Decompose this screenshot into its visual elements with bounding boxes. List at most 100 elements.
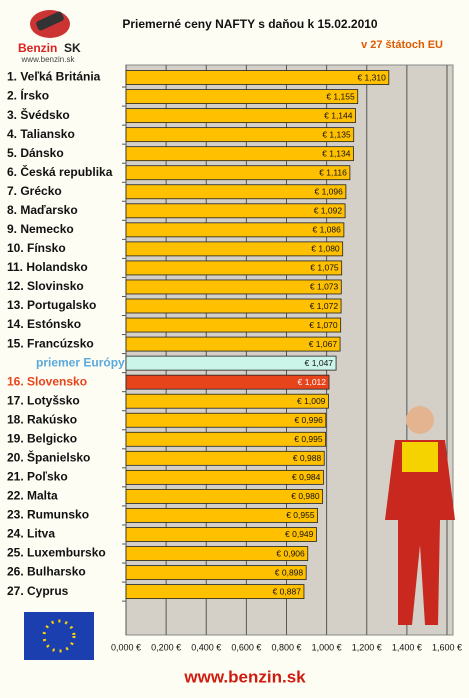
bar [125,431,327,447]
bar [125,108,356,123]
value-label: € 0,996 [294,415,323,425]
bar [125,241,344,257]
category-label: 16. Slovensko [7,374,87,388]
x-tick-label: 0,600 € [231,642,261,652]
value-label: € 1,096 [315,187,344,197]
category-label: 17. Lotyšsko [7,393,80,407]
mascot [385,406,455,625]
logo-mark [36,11,64,31]
category-label: 6. Česká republika [7,164,113,179]
value-label: € 1,134 [322,148,351,158]
value-label: € 1,070 [309,320,338,330]
mascot-shirt [402,442,438,472]
value-label: € 1,092 [314,206,343,216]
category-label: 24. Litva [7,527,55,541]
chart-subtitle: v 27 štátoch EU [361,39,443,51]
value-label: € 1,144 [324,110,353,120]
value-label: € 1,073 [310,282,339,292]
mascot-head [406,406,434,434]
logo: Benzin SK www.benzin.sk [18,10,81,64]
category-label: 12. Slovinsko [7,279,84,293]
x-tick-label: 1,600 € [432,642,462,652]
logo-brand: Benzin [18,41,57,55]
category-label: 9. Nemecko [7,222,74,236]
bar [125,584,305,599]
flag [24,612,94,660]
x-tick-label: 1,200 € [352,642,382,652]
value-label: € 0,995 [294,434,323,444]
bar [125,508,318,523]
value-label: € 1,072 [310,301,339,311]
value-label: € 1,086 [313,225,342,235]
bar [125,222,345,238]
bar [125,127,355,143]
bar [125,279,342,295]
bar [125,488,324,504]
bar [125,527,317,542]
bar [125,317,342,333]
category-label: 27. Cyprus [7,584,69,598]
logo-country: SK [64,41,81,55]
bar [125,165,351,181]
value-label: € 0,949 [285,529,314,539]
value-label: € 0,887 [273,586,302,596]
chart-title: Priemerné ceny NAFTY s daňou k 15.02.201… [122,17,378,31]
value-label: € 0,980 [291,491,320,501]
mascot-body [385,440,455,625]
category-label: 20. Španielsko [7,449,90,464]
bar [125,146,354,162]
category-label: 13. Portugalsko [7,298,96,312]
category-label: 2. Írsko [7,88,49,103]
value-label: € 1,080 [311,244,340,254]
bar [125,393,329,409]
footer-url: www.benzin.sk [183,667,306,686]
x-tick-label: 0,400 € [191,642,221,652]
bar [125,184,347,200]
value-label: € 0,984 [292,472,321,482]
bar [125,298,342,314]
bar [125,260,343,276]
bar [125,546,309,561]
x-tick-label: 0,800 € [271,642,301,652]
category-label: 18. Rakúsko [7,412,77,426]
bar [125,203,346,219]
category-label: 8. Maďarsko [7,203,78,217]
category-label: 3. Švédsko [7,107,70,122]
value-label: € 0,988 [293,453,322,463]
category-label: 21. Poľsko [7,470,68,484]
bar [125,355,337,371]
bar [125,412,327,428]
value-label: € 1,009 [297,396,326,406]
x-tick-label: 0,000 € [111,642,141,652]
bar [125,89,359,104]
logo-url: www.benzin.sk [21,55,76,64]
value-label: € 1,135 [322,129,351,139]
value-label: € 1,047 [305,358,334,368]
value-label: € 1,075 [310,263,339,273]
x-tick-label: 1,400 € [392,642,422,652]
bar [125,450,325,466]
value-label: € 0,906 [276,548,305,558]
category-label: 5. Dánsko [7,146,64,160]
value-label: € 0,955 [286,510,315,520]
category-label: priemer Európy [36,355,125,369]
value-label: € 0,898 [275,567,304,577]
category-label: 4. Taliansko [7,127,75,141]
eu-flag [24,612,94,660]
category-label: 15. Francúzsko [7,336,94,350]
value-label: € 1,155 [326,91,355,101]
bar [125,565,307,580]
category-label: 11. Holandsko [7,260,88,274]
category-label: 10. Fínsko [7,241,66,255]
category-label: 19. Belgicko [7,431,77,445]
category-label: 23. Rumunsko [7,508,89,522]
category-label: 26. Bulharsko [7,565,86,579]
value-label: € 1,067 [309,339,338,349]
bar [125,336,341,352]
x-tick-label: 0,200 € [151,642,181,652]
flag-stars [42,619,76,653]
value-label: € 1,116 [319,167,347,177]
x-tick-label: 1,000 € [312,642,342,652]
category-label: 7. Grécko [7,184,62,198]
bar [125,374,330,390]
